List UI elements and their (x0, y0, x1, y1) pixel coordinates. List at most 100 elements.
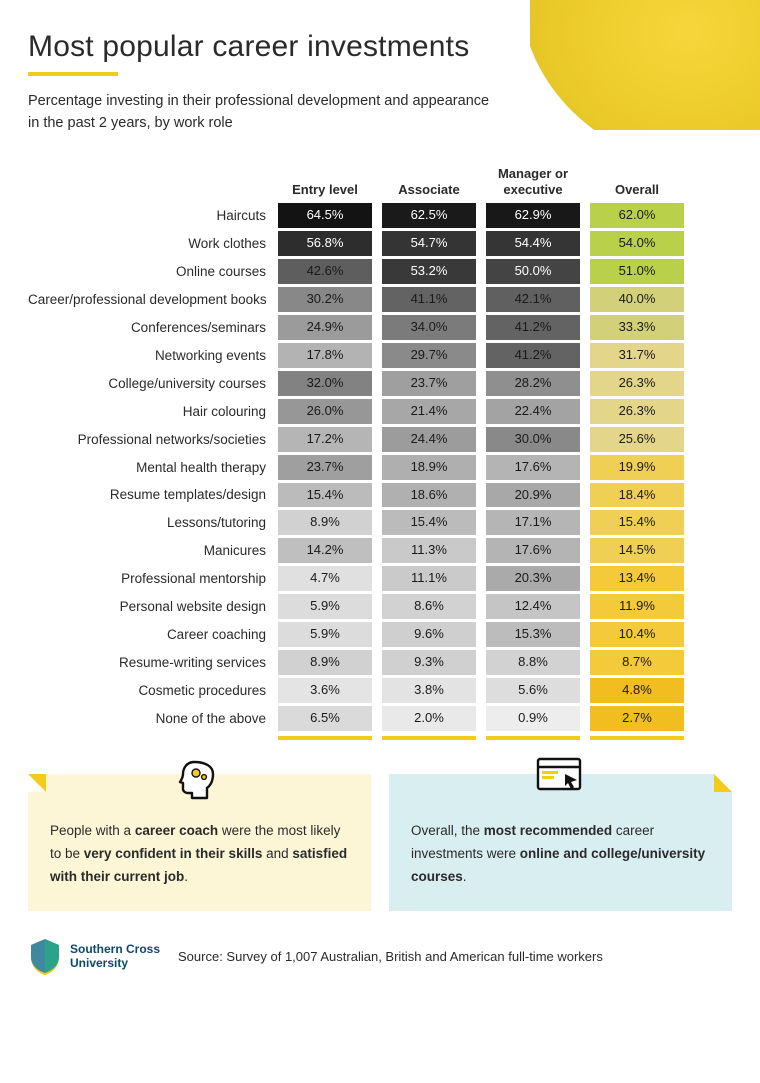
row-label: Hair colouring (28, 400, 268, 423)
value-cell: 21.4% (382, 399, 476, 424)
shield-icon (28, 937, 62, 977)
overall-cell: 62.0% (590, 203, 684, 228)
value-cell: 8.8% (486, 650, 580, 675)
overall-cell: 51.0% (590, 259, 684, 284)
value-cell: 8.9% (278, 650, 372, 675)
value-cell: 24.4% (382, 427, 476, 452)
overall-cell: 4.8% (590, 678, 684, 703)
callout-recommended: Overall, the most recommended career inv… (389, 774, 732, 911)
org-logo: Southern CrossUniversity (28, 937, 160, 977)
overall-cell: 26.3% (590, 371, 684, 396)
value-cell: 17.2% (278, 427, 372, 452)
value-cell: 30.2% (278, 287, 372, 312)
row-label: Career/professional development books (28, 288, 268, 311)
overall-cell: 19.9% (590, 455, 684, 480)
row-label: Cosmetic procedures (28, 679, 268, 702)
value-cell: 32.0% (278, 371, 372, 396)
value-cell: 26.0% (278, 399, 372, 424)
row-label: Conferences/seminars (28, 316, 268, 339)
value-cell: 5.9% (278, 594, 372, 619)
overall-cell: 8.7% (590, 650, 684, 675)
row-label: Lessons/tutoring (28, 511, 268, 534)
value-cell: 62.9% (486, 203, 580, 228)
row-label: Resume-writing services (28, 651, 268, 674)
value-cell: 42.6% (278, 259, 372, 284)
value-cell: 20.3% (486, 566, 580, 591)
overall-cell: 14.5% (590, 538, 684, 563)
value-cell: 8.9% (278, 510, 372, 535)
value-cell: 41.2% (486, 343, 580, 368)
callout-text: People with a career coach were the most… (50, 820, 349, 889)
overall-cell: 40.0% (590, 287, 684, 312)
value-cell: 62.5% (382, 203, 476, 228)
overall-cell: 13.4% (590, 566, 684, 591)
value-cell: 24.9% (278, 315, 372, 340)
value-cell: 3.6% (278, 678, 372, 703)
value-cell: 5.9% (278, 622, 372, 647)
overall-cell: 33.3% (590, 315, 684, 340)
row-label: Professional networks/societies (28, 428, 268, 451)
overall-cell: 18.4% (590, 483, 684, 508)
value-cell: 8.6% (382, 594, 476, 619)
row-label: None of the above (28, 707, 268, 730)
overall-cell: 26.3% (590, 399, 684, 424)
callout-career-coach: People with a career coach were the most… (28, 774, 371, 911)
value-cell: 17.8% (278, 343, 372, 368)
row-label: College/university courses (28, 372, 268, 395)
investment-table: Entry levelAssociateManager orexecutiveO… (28, 163, 732, 740)
column-foot (278, 736, 372, 740)
value-cell: 15.4% (382, 510, 476, 535)
footer: Southern CrossUniversity Source: Survey … (28, 937, 732, 977)
row-label: Resume templates/design (28, 483, 268, 506)
row-label: Online courses (28, 260, 268, 283)
callout-text: Overall, the most recommended career inv… (411, 820, 710, 889)
value-cell: 17.6% (486, 538, 580, 563)
overall-cell: 15.4% (590, 510, 684, 535)
value-cell: 3.8% (382, 678, 476, 703)
source-text: Source: Survey of 1,007 Australian, Brit… (178, 949, 603, 964)
value-cell: 30.0% (486, 427, 580, 452)
value-cell: 23.7% (382, 371, 476, 396)
overall-cell: 25.6% (590, 427, 684, 452)
value-cell: 18.6% (382, 483, 476, 508)
value-cell: 11.3% (382, 538, 476, 563)
column-foot (590, 736, 684, 740)
row-label: Networking events (28, 344, 268, 367)
value-cell: 11.1% (382, 566, 476, 591)
overall-cell: 11.9% (590, 594, 684, 619)
value-cell: 2.0% (382, 706, 476, 731)
value-cell: 22.4% (486, 399, 580, 424)
value-cell: 53.2% (382, 259, 476, 284)
value-cell: 5.6% (486, 678, 580, 703)
title-underline (28, 72, 118, 76)
browser-cursor-icon (535, 756, 587, 806)
column-foot (382, 736, 476, 740)
value-cell: 18.9% (382, 455, 476, 480)
value-cell: 20.9% (486, 483, 580, 508)
value-cell: 14.2% (278, 538, 372, 563)
page-subtitle: Percentage investing in their profession… (28, 90, 498, 135)
org-name: Southern CrossUniversity (70, 943, 160, 971)
value-cell: 50.0% (486, 259, 580, 284)
overall-cell: 2.7% (590, 706, 684, 731)
column-header: Entry level (278, 179, 372, 201)
value-cell: 17.6% (486, 455, 580, 480)
row-label: Manicures (28, 539, 268, 562)
value-cell: 29.7% (382, 343, 476, 368)
row-label: Work clothes (28, 232, 268, 255)
value-cell: 4.7% (278, 566, 372, 591)
value-cell: 42.1% (486, 287, 580, 312)
value-cell: 41.1% (382, 287, 476, 312)
row-label: Career coaching (28, 623, 268, 646)
value-cell: 34.0% (382, 315, 476, 340)
callouts-row: People with a career coach were the most… (28, 774, 732, 911)
row-label: Mental health therapy (28, 456, 268, 479)
value-cell: 64.5% (278, 203, 372, 228)
value-cell: 9.3% (382, 650, 476, 675)
value-cell: 54.7% (382, 231, 476, 256)
infographic-page: Most popular career investments Percenta… (0, 0, 760, 997)
value-cell: 56.8% (278, 231, 372, 256)
column-header: Overall (590, 179, 684, 201)
row-label: Haircuts (28, 204, 268, 227)
value-cell: 15.3% (486, 622, 580, 647)
